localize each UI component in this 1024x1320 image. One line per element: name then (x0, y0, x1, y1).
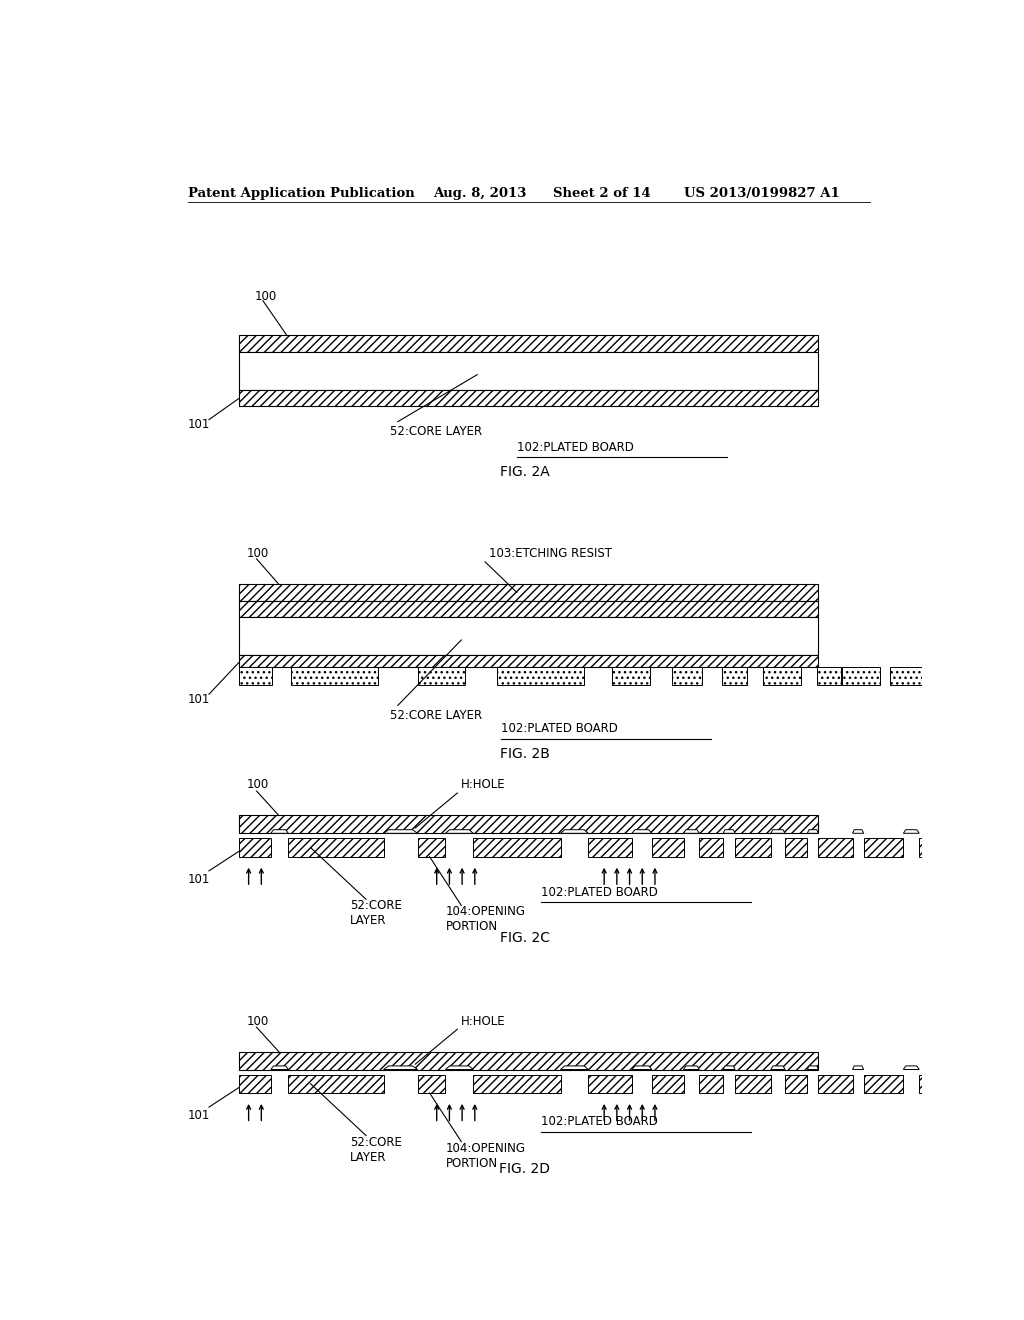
Polygon shape (903, 1067, 920, 1069)
Polygon shape (560, 830, 588, 833)
Polygon shape (270, 1067, 289, 1069)
Bar (890, 667, 924, 685)
Bar (291, 667, 378, 685)
Text: 103:ETCHING RESIST: 103:ETCHING RESIST (489, 548, 612, 560)
Bar (240, 1052, 818, 1069)
Polygon shape (684, 830, 699, 833)
Bar (497, 667, 585, 685)
Bar (473, 1074, 560, 1093)
Bar (588, 1074, 632, 1093)
Polygon shape (632, 1067, 652, 1069)
Polygon shape (384, 830, 418, 833)
Bar (959, 838, 980, 857)
Polygon shape (560, 1067, 588, 1069)
Text: Sheet 2 of 14: Sheet 2 of 14 (553, 187, 650, 201)
Polygon shape (445, 830, 473, 833)
Bar (863, 1074, 903, 1093)
Bar (735, 838, 771, 857)
Bar (785, 838, 807, 857)
Text: 100: 100 (247, 1015, 269, 1028)
Bar (240, 656, 818, 667)
Bar (612, 667, 650, 685)
Bar (240, 335, 818, 351)
Polygon shape (951, 1067, 959, 1069)
Text: 104:OPENING
PORTION: 104:OPENING PORTION (445, 906, 525, 933)
Polygon shape (951, 830, 959, 833)
Bar (699, 838, 723, 857)
Polygon shape (853, 830, 863, 833)
Bar (289, 1074, 384, 1093)
Text: 104:OPENING
PORTION: 104:OPENING PORTION (445, 1142, 525, 1170)
Bar (240, 816, 818, 833)
Bar (240, 391, 818, 407)
Text: 100: 100 (255, 290, 278, 304)
Text: H:HOLE: H:HOLE (461, 779, 506, 792)
Bar (652, 838, 684, 857)
Bar (920, 1074, 951, 1093)
Bar (842, 667, 881, 685)
Text: 52:CORE LAYER: 52:CORE LAYER (390, 709, 482, 722)
Polygon shape (632, 830, 652, 833)
Polygon shape (853, 1067, 863, 1069)
Bar (652, 1074, 684, 1093)
Polygon shape (384, 1067, 418, 1069)
Text: 52:CORE
LAYER: 52:CORE LAYER (350, 899, 402, 928)
Text: FIG. 2D: FIG. 2D (500, 1162, 550, 1176)
Text: 101: 101 (187, 1109, 210, 1122)
Polygon shape (771, 830, 785, 833)
Bar (818, 1074, 853, 1093)
Text: H:HOLE: H:HOLE (461, 1015, 506, 1028)
Bar (785, 1074, 807, 1093)
Polygon shape (771, 1067, 785, 1069)
Text: 100: 100 (247, 548, 269, 560)
Bar (240, 601, 818, 616)
Bar (920, 838, 951, 857)
Text: 100: 100 (247, 779, 269, 792)
Text: 102:PLATED BOARD: 102:PLATED BOARD (541, 886, 657, 899)
Polygon shape (684, 1067, 699, 1069)
Bar (418, 838, 445, 857)
Text: FIG. 2B: FIG. 2B (500, 747, 550, 762)
Polygon shape (445, 1067, 473, 1069)
Text: FIG. 2A: FIG. 2A (500, 466, 550, 479)
Bar (240, 667, 272, 685)
Bar (240, 585, 818, 601)
Bar (672, 667, 701, 685)
Text: Aug. 8, 2013: Aug. 8, 2013 (433, 187, 527, 201)
Polygon shape (270, 830, 289, 833)
Text: 102:PLATED BOARD: 102:PLATED BOARD (517, 441, 634, 454)
Bar (289, 838, 384, 857)
Text: 102:PLATED BOARD: 102:PLATED BOARD (541, 1115, 657, 1127)
Text: 101: 101 (187, 418, 210, 432)
Text: 52:CORE
LAYER: 52:CORE LAYER (350, 1135, 402, 1163)
Bar (722, 667, 748, 685)
Bar (863, 838, 903, 857)
Polygon shape (807, 830, 818, 833)
Polygon shape (903, 830, 920, 833)
Bar (418, 1074, 445, 1093)
Polygon shape (807, 1067, 818, 1069)
Bar (473, 838, 560, 857)
Bar (418, 667, 465, 685)
Text: US 2013/0199827 A1: US 2013/0199827 A1 (684, 187, 840, 201)
Bar (959, 1074, 980, 1093)
Text: 101: 101 (187, 873, 210, 886)
Bar (240, 1074, 270, 1093)
Bar (763, 667, 801, 685)
Bar (699, 1074, 723, 1093)
Bar (817, 667, 841, 685)
Bar (735, 1074, 771, 1093)
Bar (818, 838, 853, 857)
Text: 101: 101 (187, 693, 210, 706)
Polygon shape (723, 1067, 735, 1069)
Bar (588, 838, 632, 857)
Bar (240, 838, 270, 857)
Bar (240, 351, 818, 391)
Bar (240, 616, 818, 656)
Text: FIG. 2C: FIG. 2C (500, 931, 550, 945)
Text: 102:PLATED BOARD: 102:PLATED BOARD (501, 722, 617, 735)
Text: Patent Application Publication: Patent Application Publication (187, 187, 415, 201)
Polygon shape (723, 830, 735, 833)
Text: 52:CORE LAYER: 52:CORE LAYER (390, 425, 482, 438)
